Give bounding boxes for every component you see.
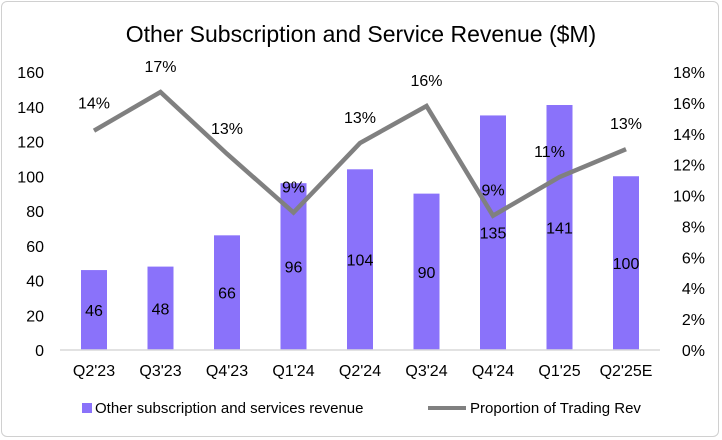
bar-data-label: 46 [85, 303, 103, 320]
right-tick-label: 14% [673, 127, 705, 144]
left-tick-label: 20 [26, 308, 44, 325]
line-data-label: 16% [410, 73, 442, 90]
left-tick-label: 140 [17, 100, 44, 117]
x-tick-label: Q4'24 [472, 363, 514, 380]
left-tick-label: 100 [17, 169, 44, 186]
left-tick-label: 120 [17, 135, 44, 152]
line-data-label: 14% [78, 96, 110, 113]
line-data-label: 11% [534, 144, 565, 161]
legend: Other subscription and services revenue … [82, 400, 641, 417]
x-tick-label: Q2'24 [339, 363, 381, 380]
bar [81, 270, 107, 350]
bar-data-label: 66 [218, 286, 236, 303]
right-tick-label: 2% [682, 312, 705, 329]
right-axis: 0% 2% 4% 6% 8% 10% 12% 14% 16% 18% [673, 65, 705, 360]
bar-data-label: 104 [347, 253, 374, 270]
bar [413, 193, 440, 350]
line-data-label: 13% [610, 116, 642, 133]
bar [347, 169, 373, 350]
x-axis-labels: Q2'23 Q3'23 Q4'23 Q1'24 Q2'24 Q3'24 Q4'24 Q1'25… [73, 363, 653, 380]
right-tick-label: 10% [673, 189, 705, 206]
left-tick-label: 0 [35, 343, 44, 360]
line-data-label: 13% [211, 121, 243, 138]
x-tick-label: Q2'25E [600, 363, 653, 380]
bar-data-label: 48 [152, 301, 170, 318]
legend-bar-label: Other subscription and services revenue [95, 400, 363, 417]
left-tick-label: 80 [26, 204, 44, 221]
right-tick-label: 0% [682, 343, 705, 360]
bar [480, 115, 506, 350]
line-data-label: 17% [144, 59, 176, 76]
right-tick-label: 6% [682, 250, 705, 267]
bar-data-label: 141 [546, 221, 573, 238]
left-tick-label: 60 [26, 239, 44, 256]
bar [613, 176, 639, 350]
line-data-label: 9% [282, 180, 305, 197]
right-tick-label: 16% [673, 96, 705, 113]
line-series: 14% 17% 13% 9% 13% 16% 9% 11% 13% [78, 59, 642, 219]
bar-data-label: 96 [285, 260, 303, 277]
chart-title: Other Subscription and Service Revenue (… [126, 21, 596, 47]
x-tick-label: Q3'24 [405, 363, 447, 380]
x-tick-label: Q2'23 [73, 363, 115, 380]
left-tick-label: 160 [17, 65, 44, 82]
legend-line-label: Proportion of Trading Rev [470, 400, 641, 417]
left-axis: 0 20 40 60 80 100 120 140 160 [17, 65, 44, 360]
x-tick-label: Q3'23 [139, 363, 181, 380]
line-data-label: 9% [481, 183, 504, 200]
right-tick-label: 18% [673, 65, 705, 82]
bar [147, 266, 174, 350]
x-tick-label: Q1'25 [538, 363, 580, 380]
bar [546, 105, 573, 350]
right-tick-label: 12% [673, 158, 705, 175]
bar-data-label: 100 [613, 256, 640, 273]
bar-data-label: 90 [418, 265, 436, 282]
right-tick-label: 8% [682, 219, 705, 236]
x-tick-label: Q4'23 [206, 363, 248, 380]
left-tick-label: 40 [26, 274, 44, 291]
x-tick-label: Q1'24 [272, 363, 314, 380]
line-data-label: 13% [344, 110, 376, 127]
bar [214, 235, 240, 350]
bar-series: 46 48 66 96 104 90 135 141 100 [81, 105, 639, 350]
legend-bar-swatch [82, 403, 92, 413]
right-tick-label: 4% [682, 281, 705, 298]
bar-data-label: 135 [480, 226, 507, 243]
